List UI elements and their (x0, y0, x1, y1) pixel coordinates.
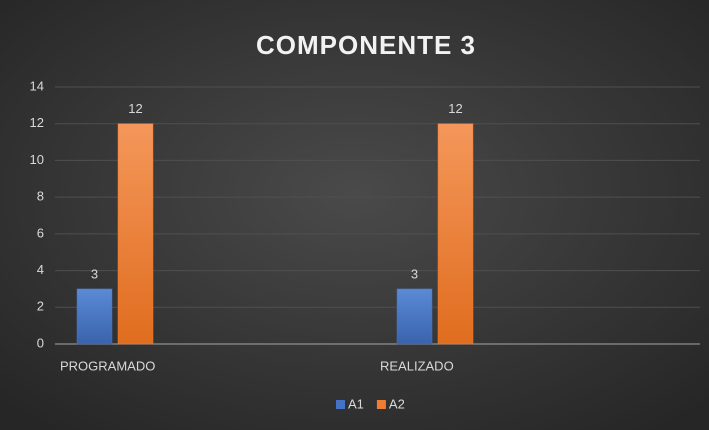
y-tick-label: 4 (37, 262, 44, 277)
data-label: 3 (411, 266, 418, 281)
chart-title: COMPONENTE 3 (256, 30, 476, 60)
x-tick-label: PROGRAMADO (60, 358, 155, 373)
legend-swatch (336, 400, 345, 409)
y-tick-label: 14 (30, 78, 44, 93)
data-label: 12 (448, 101, 462, 116)
bar (437, 123, 474, 345)
data-label: 12 (128, 101, 142, 116)
legend-swatch (376, 400, 386, 409)
bar (117, 123, 154, 345)
x-tick-label: REALIZADO (380, 358, 454, 373)
y-tick-label: 10 (30, 152, 44, 167)
legend-label: A1 (348, 396, 364, 411)
y-tick-label: 2 (37, 299, 44, 314)
bar (76, 288, 113, 345)
y-tick-label: 0 (37, 335, 44, 350)
y-tick-label: 6 (37, 225, 44, 240)
legend-label: A2 (389, 396, 405, 411)
y-tick-label: 12 (30, 115, 44, 130)
y-tick-label: 8 (37, 189, 44, 204)
bar (396, 288, 433, 345)
data-label: 3 (91, 266, 98, 281)
